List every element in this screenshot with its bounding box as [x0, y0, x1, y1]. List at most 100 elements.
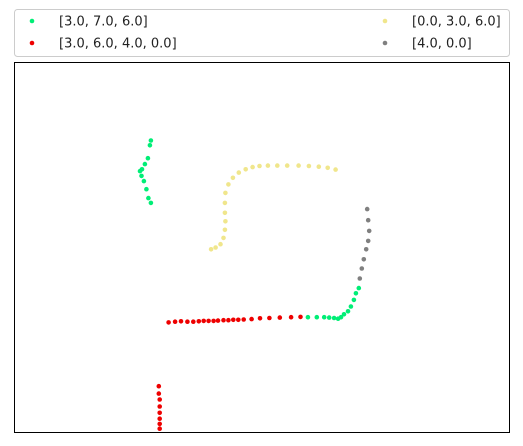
data-point — [296, 163, 301, 168]
series-0 — [137, 138, 362, 322]
data-point — [365, 217, 371, 223]
data-point — [178, 319, 184, 324]
data-point — [137, 168, 143, 174]
data-point — [298, 314, 303, 320]
data-point — [348, 304, 354, 309]
plot-area — [14, 62, 510, 433]
legend-marker — [29, 40, 35, 46]
data-point — [139, 173, 144, 179]
data-point — [223, 219, 228, 224]
data-point — [361, 257, 367, 262]
data-point — [284, 163, 290, 168]
data-point — [275, 163, 280, 168]
data-point — [226, 182, 231, 187]
data-point — [249, 316, 254, 322]
data-point — [357, 276, 363, 281]
data-point — [236, 170, 242, 175]
data-point — [218, 241, 223, 247]
data-point — [356, 285, 362, 291]
data-point — [359, 266, 365, 271]
data-point — [223, 190, 228, 196]
legend-item: [3.0, 6.0, 4.0, 0.0] — [29, 37, 177, 52]
data-point — [331, 315, 337, 321]
data-point — [325, 165, 331, 171]
data-point — [211, 318, 216, 324]
data-point — [157, 397, 162, 402]
data-point — [306, 163, 312, 169]
data-point — [148, 138, 154, 143]
data-point — [353, 291, 359, 296]
legend-label: [4.0, 0.0] — [412, 37, 472, 52]
data-point — [257, 316, 263, 321]
data-point — [144, 186, 149, 192]
data-point — [156, 391, 162, 396]
data-point — [213, 245, 218, 250]
data-point — [146, 195, 151, 201]
data-point — [172, 319, 178, 325]
data-point — [222, 200, 228, 206]
data-point — [156, 383, 162, 389]
data-point — [341, 312, 347, 317]
legend-label: [3.0, 7.0, 6.0] — [59, 15, 148, 30]
data-point — [305, 314, 311, 320]
legend-label: [0.0, 3.0, 6.0] — [412, 15, 501, 30]
data-point — [157, 416, 162, 422]
series-3 — [357, 206, 372, 281]
points-layer — [137, 138, 372, 432]
data-point — [208, 247, 214, 252]
data-point — [148, 200, 154, 206]
data-point — [345, 309, 351, 314]
data-point — [267, 315, 272, 321]
legend-item: [4.0, 0.0] — [382, 37, 472, 52]
data-point — [196, 319, 202, 324]
data-point — [230, 175, 236, 181]
data-point — [364, 206, 370, 212]
data-point — [241, 317, 246, 322]
data-point — [222, 227, 228, 233]
data-point — [250, 164, 255, 170]
data-point — [363, 247, 369, 252]
data-point — [191, 319, 196, 325]
data-point — [222, 210, 228, 216]
data-point — [166, 320, 171, 325]
data-point — [321, 314, 327, 320]
data-point — [185, 319, 190, 325]
series-1 — [156, 314, 303, 432]
data-point — [157, 410, 162, 416]
legend: [3.0, 7.0, 6.0] [3.0, 6.0, 4.0, 0.0] [0.0,… — [14, 9, 510, 57]
data-point — [206, 318, 211, 324]
data-point — [277, 315, 283, 320]
data-point — [314, 314, 320, 320]
data-point — [316, 164, 322, 169]
data-point — [221, 317, 226, 323]
data-point — [215, 318, 221, 323]
data-point — [366, 228, 372, 234]
data-point — [326, 315, 332, 320]
data-point — [157, 421, 162, 427]
data-point — [243, 167, 248, 172]
data-point — [145, 155, 151, 161]
data-point — [157, 426, 162, 432]
data-point — [365, 238, 371, 244]
legend-label: [3.0, 6.0, 4.0, 0.0] — [59, 37, 177, 52]
data-point — [201, 318, 206, 324]
legend-item: [3.0, 7.0, 6.0] — [29, 15, 148, 30]
data-point — [141, 178, 147, 184]
axes-frame — [14, 62, 510, 433]
legend-marker — [382, 18, 388, 24]
data-point — [231, 317, 236, 323]
legend-marker — [29, 18, 35, 24]
data-point — [333, 167, 338, 172]
data-point — [221, 235, 226, 241]
data-point — [142, 161, 148, 167]
data-point — [147, 143, 153, 148]
legend-marker — [382, 40, 388, 46]
data-point — [288, 314, 294, 320]
data-point — [351, 297, 357, 303]
data-point — [236, 317, 241, 323]
series-2 — [208, 163, 338, 252]
data-point — [157, 404, 162, 409]
data-point — [257, 163, 262, 169]
data-point — [338, 314, 344, 320]
